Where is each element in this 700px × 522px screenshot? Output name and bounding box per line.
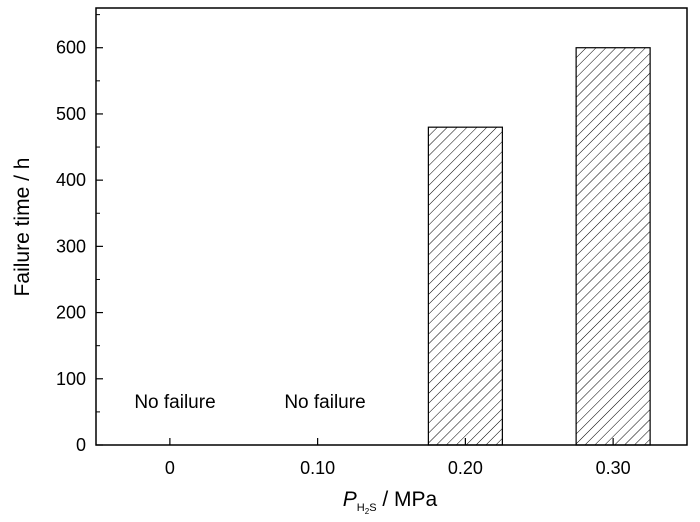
y-tick-label-500: 500 xyxy=(56,104,86,124)
y-tick-label-100: 100 xyxy=(56,369,86,389)
x-axis-title: PH2S / MPa xyxy=(343,488,438,516)
bars xyxy=(427,47,651,446)
plot-frame xyxy=(95,7,688,446)
x-tick-label-0.20: 0.20 xyxy=(448,458,483,478)
x-axis-title-subscript: H xyxy=(357,502,365,514)
x-tick-label-0: 0 xyxy=(165,458,175,478)
x-axis-title-subscript-3: S xyxy=(369,502,376,514)
x-axis: 0 0.10 0.20 0.30 xyxy=(165,438,631,478)
annotation-no-failure-0: No failure xyxy=(134,392,215,413)
y-tick-label-400: 400 xyxy=(56,170,86,190)
y-tick-label-200: 200 xyxy=(56,303,86,323)
x-axis-title-symbol: P xyxy=(343,488,357,511)
y-tick-label-300: 300 xyxy=(56,236,86,256)
bar-0.20 xyxy=(427,126,503,446)
x-axis-title-unit: / MPa xyxy=(377,488,438,511)
y-axis-title: Failure time / h xyxy=(11,158,34,297)
x-tick-label-0.30: 0.30 xyxy=(596,458,631,478)
x-tick-label-0.10: 0.10 xyxy=(300,458,335,478)
annotation-no-failure-1: No failure xyxy=(284,392,365,413)
y-tick-label-0: 0 xyxy=(76,435,86,455)
y-tick-label-600: 600 xyxy=(56,38,86,58)
x-axis-title-subscript-2: 2 xyxy=(365,507,370,516)
y-axis: 0 100 200 300 400 500 600 xyxy=(56,14,103,455)
bar-0.30 xyxy=(575,47,651,446)
